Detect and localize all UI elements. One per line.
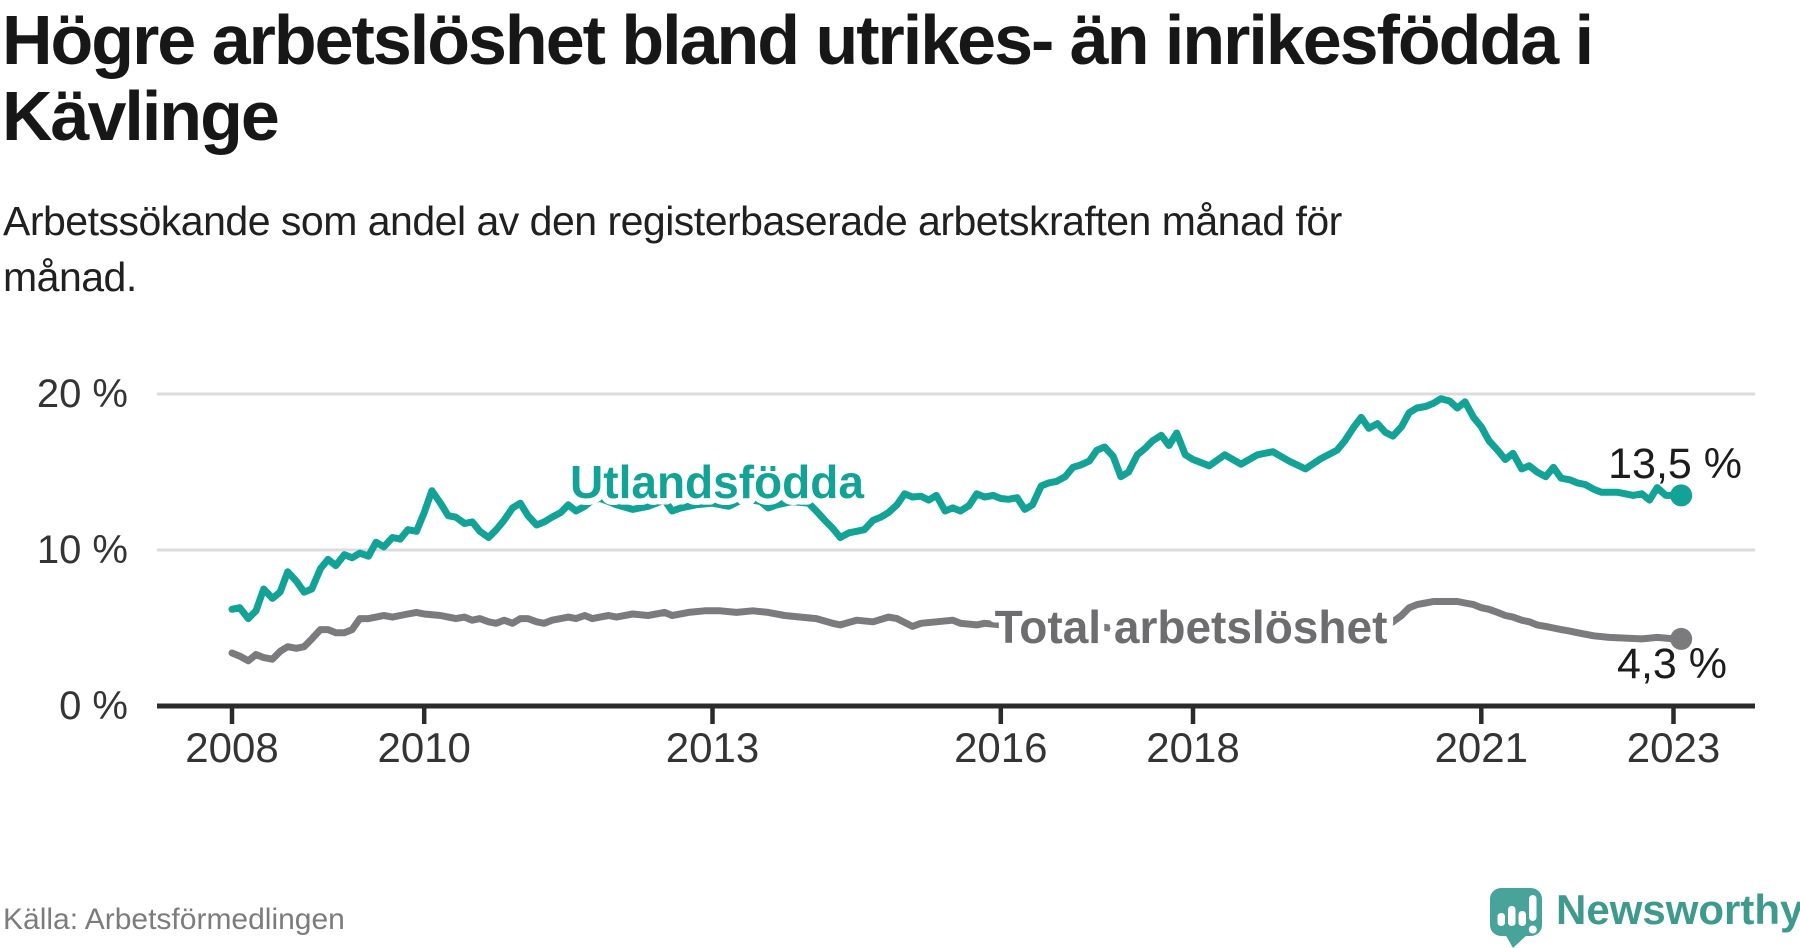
- x-tick-label-2021: 2021: [1435, 724, 1528, 771]
- series-label-total-arbetsloshet: Total arbetslöshet: [995, 601, 1388, 653]
- series-label-utlandsfodda: Utlandsfödda: [570, 456, 864, 508]
- logo-exclamation-bar: [1529, 895, 1537, 921]
- x-tick-label-2018: 2018: [1146, 724, 1239, 771]
- end-point-dots: [1670, 484, 1693, 650]
- newsworthy-icon: [1490, 888, 1542, 948]
- logo-bar-3: [1518, 911, 1526, 926]
- source-note: Källa: Arbetsförmedlingen: [3, 903, 345, 936]
- x-tick-label-2010: 2010: [377, 724, 470, 771]
- end-value-label-utlandsfodda: 13,5 %: [1608, 440, 1742, 488]
- chart-subtitle: Arbetssökande som andel av den registerb…: [3, 193, 1703, 305]
- page-title-line1: Högre arbetslöshet bland utrikes- än inr…: [2, 1, 1594, 79]
- logo-exclamation-dot: [1528, 925, 1537, 934]
- x-axis-labels: 2008 2010 2013 2016 2018 2021 2023: [185, 724, 1720, 771]
- chart-subtitle-line1: Arbetssökande som andel av den registerb…: [3, 198, 1342, 244]
- end-dot-total-arbetsloshet: [1670, 627, 1693, 650]
- chart-subtitle-line2: månad.: [3, 254, 137, 300]
- data-lines: [228, 395, 1685, 665]
- brand-wordmark: Newsworthy: [1556, 886, 1800, 933]
- y-tick-label-10: 10 %: [37, 528, 128, 572]
- line-total-arbetsloshet: [228, 598, 1685, 665]
- page-title: Högre arbetslöshet bland utrikes- än inr…: [2, 2, 1794, 154]
- end-dot-utlandsfodda: [1670, 484, 1693, 507]
- newsworthy-logo: Newsworthy: [1490, 886, 1800, 948]
- y-tick-label-0: 0 %: [59, 684, 128, 728]
- page-title-line2: Kävlinge: [2, 77, 280, 155]
- gridlines: [157, 392, 1755, 552]
- x-tick-label-2016: 2016: [954, 724, 1047, 771]
- x-tick-label-2023: 2023: [1627, 724, 1720, 771]
- x-axis: [157, 703, 1755, 724]
- logo-bar-2: [1508, 906, 1516, 926]
- x-tick-label-2013: 2013: [666, 724, 759, 771]
- end-value-label-total: 4,3 %: [1617, 640, 1727, 688]
- y-axis-labels: 0 % 10 % 20 %: [37, 372, 128, 728]
- logo-bar-1: [1497, 913, 1505, 926]
- line-utlandsfodda: [228, 395, 1685, 623]
- x-tick-label-2008: 2008: [185, 724, 278, 771]
- y-tick-label-20: 20 %: [37, 372, 128, 416]
